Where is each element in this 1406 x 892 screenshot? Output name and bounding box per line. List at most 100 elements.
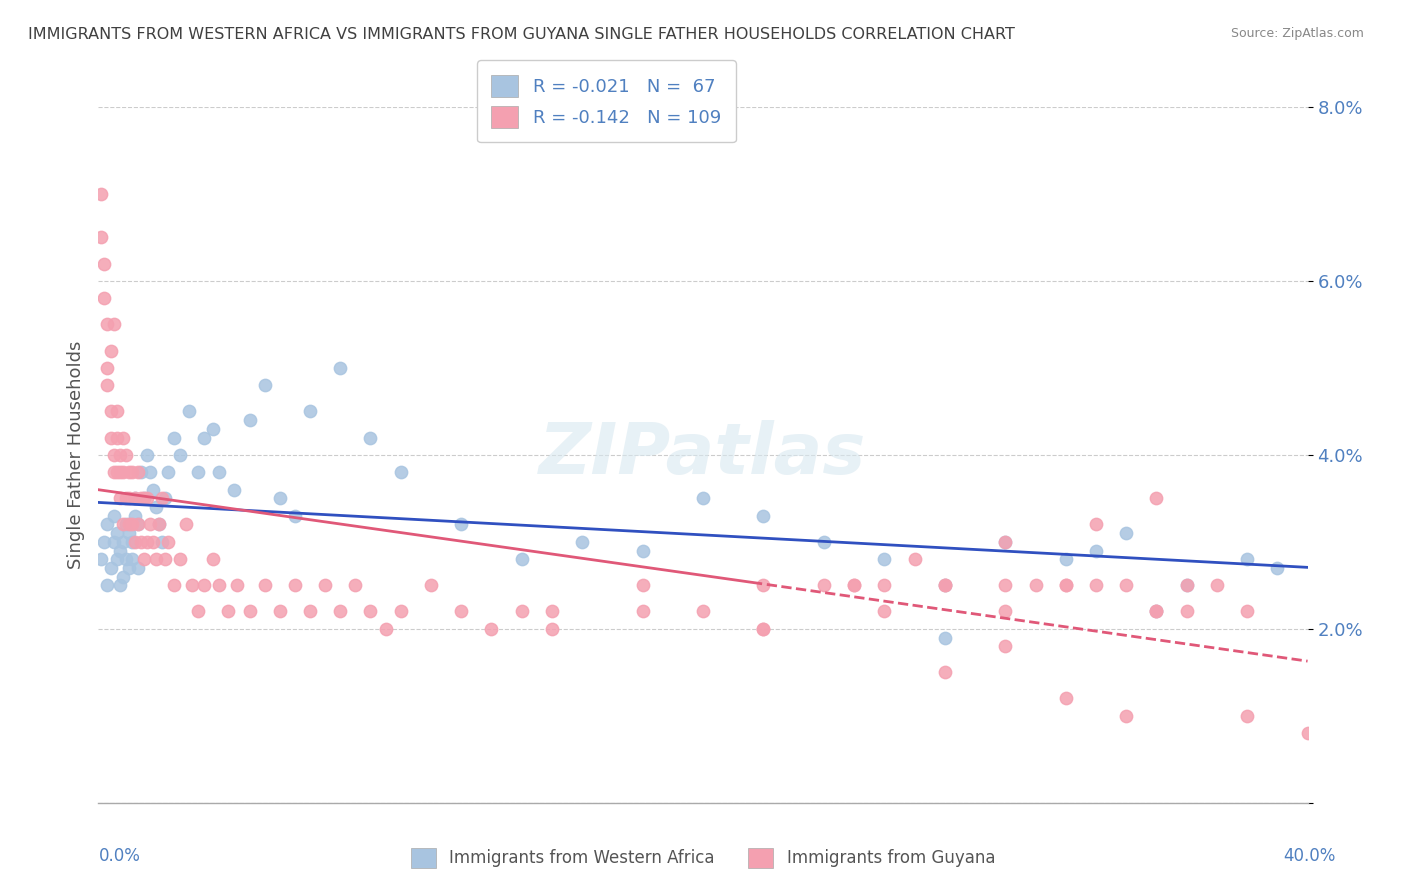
Point (873, 578, 896, 592)
Point (208, 466, 231, 480)
Point (105, 466, 128, 480)
Point (389, 605, 412, 619)
Point (148, 517, 170, 532)
Point (118, 561, 141, 575)
Point (121, 534, 143, 549)
Point (1054, 691, 1077, 706)
Point (127, 466, 149, 480)
Point (226, 578, 249, 592)
Point (1144, 605, 1167, 619)
Point (934, 665, 956, 680)
Point (127, 517, 149, 532)
Point (1144, 605, 1167, 619)
Point (1085, 517, 1108, 532)
Point (100, 561, 122, 575)
Point (813, 578, 835, 592)
Point (1115, 708, 1137, 723)
Point (994, 534, 1017, 549)
Point (284, 508, 307, 523)
Point (108, 578, 131, 592)
Point (344, 578, 367, 592)
Point (239, 413, 262, 427)
Point (994, 534, 1017, 549)
Point (129, 491, 152, 506)
Point (111, 534, 134, 549)
Point (187, 466, 209, 480)
Point (224, 483, 246, 497)
Point (121, 517, 143, 532)
Point (692, 491, 714, 506)
Point (1236, 552, 1258, 566)
Point (202, 552, 225, 566)
Point (108, 491, 131, 506)
Point (299, 404, 322, 418)
Point (481, 622, 503, 636)
Point (114, 517, 136, 532)
Point (121, 466, 143, 480)
Point (111, 466, 134, 480)
Point (174, 517, 197, 532)
Point (132, 552, 155, 566)
Point (1054, 578, 1077, 592)
Point (148, 517, 170, 532)
Point (217, 605, 239, 619)
Point (111, 430, 134, 444)
Point (100, 430, 122, 444)
Point (93, 257, 115, 271)
Point (105, 526, 128, 541)
Point (150, 534, 173, 549)
Point (193, 578, 215, 592)
Point (450, 517, 472, 532)
Point (105, 404, 128, 418)
Point (934, 631, 956, 645)
Point (135, 534, 157, 549)
Point (124, 491, 146, 506)
Point (111, 517, 134, 532)
Point (1054, 552, 1077, 566)
Point (103, 508, 125, 523)
Point (129, 466, 152, 480)
Text: Source: ZipAtlas.com: Source: ZipAtlas.com (1230, 27, 1364, 40)
Point (253, 578, 276, 592)
Y-axis label: Single Father Households: Single Father Households (66, 341, 84, 569)
Point (118, 517, 141, 532)
Point (90, 230, 112, 244)
Point (314, 578, 336, 592)
Point (420, 578, 443, 592)
Point (1054, 578, 1077, 592)
Point (1024, 578, 1046, 592)
Point (329, 605, 352, 619)
Point (124, 491, 146, 506)
Point (1206, 578, 1229, 592)
Point (105, 552, 128, 566)
Point (150, 491, 173, 506)
Point (752, 578, 775, 592)
Point (193, 430, 215, 444)
Point (135, 491, 157, 506)
Point (752, 622, 775, 636)
Point (139, 466, 162, 480)
Point (105, 430, 128, 444)
Point (153, 491, 176, 506)
Point (1175, 578, 1198, 592)
Point (450, 605, 472, 619)
Point (142, 483, 165, 497)
Point (752, 622, 775, 636)
Point (1085, 578, 1108, 592)
Point (994, 605, 1017, 619)
Point (571, 534, 593, 549)
Text: 40.0%: 40.0% (1284, 847, 1336, 865)
Point (269, 491, 291, 506)
Point (1085, 543, 1108, 558)
Point (1236, 708, 1258, 723)
Point (873, 605, 896, 619)
Point (163, 430, 186, 444)
Point (156, 534, 179, 549)
Point (127, 561, 149, 575)
Point (90, 186, 112, 201)
Point (96, 517, 118, 532)
Point (1115, 526, 1137, 541)
Point (202, 422, 225, 436)
Point (103, 466, 125, 480)
Point (631, 578, 654, 592)
